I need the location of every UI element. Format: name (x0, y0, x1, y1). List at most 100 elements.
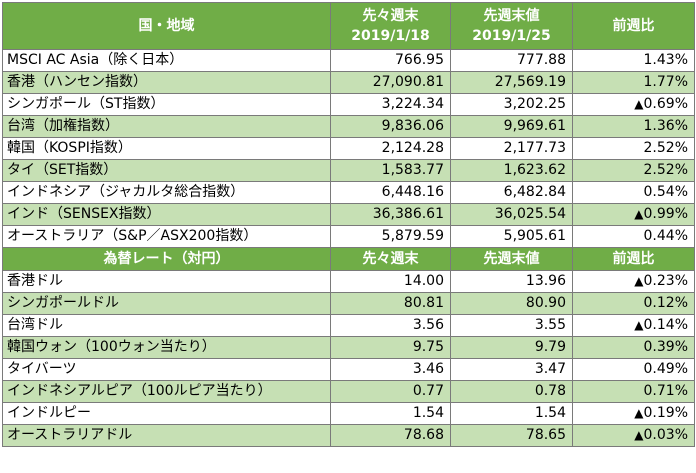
row-last-value: 27,569.19 (450, 71, 573, 94)
table-row: 韓国ウォン（100ウォン当たり） 9.75 9.79 0.39% (2, 336, 695, 359)
row-name: シンガポール（ST指数） (2, 93, 331, 116)
row-prev-value: 3.56 (330, 314, 451, 337)
row-last-value: 3.55 (450, 314, 573, 337)
header-region: 国・地域 (2, 2, 331, 50)
negative-triangle-icon: ▲ (634, 207, 644, 221)
row-change: ▲0.14% (572, 314, 695, 337)
header-prev-week: 先々週末 2019/1/18 (330, 2, 451, 50)
row-change: 0.12% (572, 292, 695, 315)
table-row: タイバーツ 3.46 3.47 0.49% (2, 358, 695, 381)
row-prev-value: 1,583.77 (330, 159, 451, 182)
change-value: 0.19% (643, 405, 688, 421)
table-row: タイ（SET指数） 1,583.77 1,623.62 2.52% (2, 159, 695, 182)
table-row: インドネシアルピア（100ルピア当たり） 0.77 0.78 0.71% (2, 380, 695, 403)
row-name: オーストラリア（S&P／ASX200指数） (2, 225, 331, 248)
table-row: 台湾ドル 3.56 3.55 ▲0.14% (2, 314, 695, 337)
row-name: タイ（SET指数） (2, 159, 331, 182)
row-last-value: 80.90 (450, 292, 573, 315)
row-last-value: 78.65 (450, 424, 573, 447)
row-change: 0.49% (572, 358, 695, 381)
row-prev-value: 78.68 (330, 424, 451, 447)
table-row: シンガポール（ST指数） 3,224.34 3,202.25 ▲0.69% (2, 93, 695, 116)
table-row: インドネシア（ジャカルタ総合指数） 6,448.16 6,482.84 0.54% (2, 181, 695, 204)
row-change: 1.36% (572, 115, 695, 138)
row-prev-value: 6,448.16 (330, 181, 451, 204)
row-name: インド（SENSEX指数） (2, 203, 331, 226)
row-name: インドネシアルピア（100ルピア当たり） (2, 380, 331, 403)
row-name: 韓国（KOSPI指数） (2, 137, 331, 160)
row-prev-value: 5,879.59 (330, 225, 451, 248)
row-prev-value: 9,836.06 (330, 115, 451, 138)
row-last-value: 9.79 (450, 336, 573, 359)
row-prev-value: 3,224.34 (330, 93, 451, 116)
indices-body: MSCI AC Asia（除く日本） 766.95 777.88 1.43% 香港（ハン… (2, 49, 695, 248)
row-prev-value: 1.54 (330, 402, 451, 425)
row-prev-value: 14.00 (330, 270, 451, 293)
change-value: 0.23% (643, 273, 688, 289)
negative-triangle-icon: ▲ (634, 97, 644, 111)
row-change: 2.52% (572, 137, 695, 160)
row-name: 香港ドル (2, 270, 331, 293)
row-change: 0.71% (572, 380, 695, 403)
row-change: 0.44% (572, 225, 695, 248)
row-change: 2.52% (572, 159, 695, 182)
row-last-value: 2,177.73 (450, 137, 573, 160)
row-change: 1.43% (572, 49, 695, 72)
row-name: オーストラリアドル (2, 424, 331, 447)
row-last-value: 777.88 (450, 49, 573, 72)
row-last-value: 3.47 (450, 358, 573, 381)
row-prev-value: 766.95 (330, 49, 451, 72)
header-last-week: 先週末値 2019/1/25 (450, 2, 573, 50)
row-prev-value: 9.75 (330, 336, 451, 359)
change-value: 0.69% (643, 96, 688, 112)
row-last-value: 36,025.54 (450, 203, 573, 226)
table-row: 韓国（KOSPI指数） 2,124.28 2,177.73 2.52% (2, 137, 695, 160)
table-row: インドルピー 1.54 1.54 ▲0.19% (2, 402, 695, 425)
fx-header-name: 為替レート（対円） (2, 247, 331, 271)
header-change: 前週比 (572, 2, 695, 50)
negative-triangle-icon: ▲ (634, 318, 644, 332)
row-prev-value: 80.81 (330, 292, 451, 315)
table-row: オーストラリアドル 78.68 78.65 ▲0.03% (2, 424, 695, 447)
market-table: 国・地域 先々週末 2019/1/18 先週末値 2019/1/25 前週比 MSC… (2, 2, 695, 447)
fx-header-change: 前週比 (572, 247, 695, 271)
row-last-value: 9,969.61 (450, 115, 573, 138)
table-row: インド（SENSEX指数） 36,386.61 36,025.54 ▲0.99% (2, 203, 695, 226)
row-change: 0.54% (572, 181, 695, 204)
row-prev-value: 27,090.81 (330, 71, 451, 94)
row-last-value: 6,482.84 (450, 181, 573, 204)
change-value: 0.14% (643, 317, 688, 333)
table-row: オーストラリア（S&P／ASX200指数） 5,879.59 5,905.61 0.4… (2, 225, 695, 248)
row-name: 韓国ウォン（100ウォン当たり） (2, 336, 331, 359)
row-change: ▲0.99% (572, 203, 695, 226)
row-name: インドルピー (2, 402, 331, 425)
row-name: 香港（ハンセン指数） (2, 71, 331, 94)
row-last-value: 1.54 (450, 402, 573, 425)
fx-header-prev: 先々週末 (330, 247, 451, 271)
fx-header-last: 先週末値 (450, 247, 573, 271)
negative-triangle-icon: ▲ (634, 274, 644, 288)
row-name: インドネシア（ジャカルタ総合指数） (2, 181, 331, 204)
row-prev-value: 36,386.61 (330, 203, 451, 226)
row-prev-value: 2,124.28 (330, 137, 451, 160)
table-row: 台湾（加権指数） 9,836.06 9,969.61 1.36% (2, 115, 695, 138)
fx-body: 香港ドル 14.00 13.96 ▲0.23% シンガポールドル 80.81 80.90 0.… (2, 270, 695, 447)
table-row: 香港ドル 14.00 13.96 ▲0.23% (2, 270, 695, 293)
table-row: シンガポールドル 80.81 80.90 0.12% (2, 292, 695, 315)
row-change: ▲0.03% (572, 424, 695, 447)
row-prev-value: 3.46 (330, 358, 451, 381)
table-row: 香港（ハンセン指数） 27,090.81 27,569.19 1.77% (2, 71, 695, 94)
row-prev-value: 0.77 (330, 380, 451, 403)
row-name: シンガポールドル (2, 292, 331, 315)
row-last-value: 13.96 (450, 270, 573, 293)
row-last-value: 1,623.62 (450, 159, 573, 182)
row-change: 0.39% (572, 336, 695, 359)
row-last-value: 5,905.61 (450, 225, 573, 248)
fx-section: 為替レート（対円） 先々週末 先週末値 前週比 (2, 247, 695, 271)
row-last-value: 3,202.25 (450, 93, 573, 116)
row-name: タイバーツ (2, 358, 331, 381)
row-change: 1.77% (572, 71, 695, 94)
negative-triangle-icon: ▲ (634, 406, 644, 420)
row-change: ▲0.23% (572, 270, 695, 293)
row-change: ▲0.69% (572, 93, 695, 116)
